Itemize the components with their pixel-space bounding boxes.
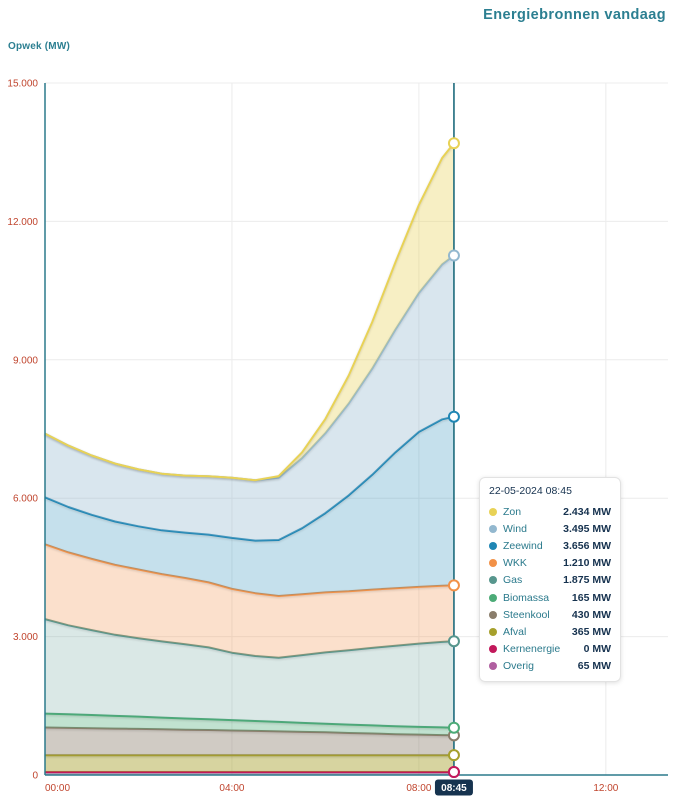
tooltip-row-afval: Afval 365 MW xyxy=(489,623,611,640)
marker-gas xyxy=(447,635,460,648)
marker-wind xyxy=(447,249,460,262)
legend-value: 1.210 MW xyxy=(563,557,611,570)
legend-name: Zon xyxy=(503,505,522,518)
legend-value: 3.656 MW xyxy=(563,539,611,552)
current-time-badge: 08:45 xyxy=(434,779,473,796)
legend-name: Overig xyxy=(503,660,534,673)
tooltip-row-wkk: WKK 1.210 MW xyxy=(489,555,611,572)
marker-zon xyxy=(447,137,460,150)
legend-dot-icon xyxy=(489,627,497,636)
area-wind xyxy=(45,255,454,541)
area-steenkool xyxy=(45,727,454,756)
legend-name: Wind xyxy=(503,522,527,535)
axes xyxy=(44,83,668,776)
legend-name: Kernenergie xyxy=(503,643,561,656)
marker-biomassa xyxy=(447,721,460,734)
current-time-markers xyxy=(447,137,460,779)
legend-dot-icon xyxy=(489,576,497,585)
tooltip-row-overig: Overig 65 MW xyxy=(489,658,611,675)
marker-wkk xyxy=(447,579,460,592)
legend-value: 2.434 MW xyxy=(563,505,611,518)
x-tick-label: 00:00 xyxy=(45,783,70,794)
area-afval xyxy=(45,755,454,772)
legend-name: Afval xyxy=(503,625,527,638)
area-zeewind xyxy=(45,416,454,596)
y-tick-label: 3.000 xyxy=(13,632,38,643)
area-zon xyxy=(45,143,454,481)
legend-name: Biomassa xyxy=(503,591,550,604)
legend-dot-icon xyxy=(489,559,497,568)
marker-kernenergie xyxy=(447,766,460,779)
x-tick-label: 04:00 xyxy=(219,783,244,794)
x-tick-label: 08:00 xyxy=(406,783,431,794)
legend-value: 365 MW xyxy=(571,625,611,638)
chart-tooltip: 22-05-2024 08:45 Zon 2.434 MW Wind 3.495 MW… xyxy=(479,477,621,682)
legend-value: 65 MW xyxy=(577,660,611,673)
tooltip-rows: Zon 2.434 MW Wind 3.495 MW Zeewind 3.656 MW WK… xyxy=(489,503,611,675)
area-biomassa xyxy=(45,713,454,736)
tooltip-row-wind: Wind 3.495 MW xyxy=(489,520,611,537)
x-tick-label: 12:00 xyxy=(593,783,618,794)
area-wkk xyxy=(45,544,454,658)
area-gas xyxy=(45,619,454,728)
legend-dot-icon xyxy=(489,507,497,516)
legend-dot-icon xyxy=(489,524,497,533)
legend-dot-icon xyxy=(489,645,497,654)
legend-name: WKK xyxy=(503,557,527,570)
line-zeewind xyxy=(44,415,455,542)
line-biomassa xyxy=(44,712,454,729)
series-areas xyxy=(44,142,455,775)
legend-name: Steenkool xyxy=(503,608,550,621)
line-gas xyxy=(44,618,454,659)
tooltip-row-kernenergie: Kernenergie 0 MW xyxy=(489,641,611,658)
legend-name: Gas xyxy=(503,574,523,587)
tooltip-row-biomassa: Biomassa 165 MW xyxy=(489,589,611,606)
gridlines xyxy=(45,82,668,775)
line-wkk xyxy=(44,543,454,597)
y-tick-label: 6.000 xyxy=(13,494,38,505)
tooltip-row-steenkool: Steenkool 430 MW xyxy=(489,606,611,623)
legend-value: 430 MW xyxy=(571,608,611,621)
marker-afval xyxy=(447,749,460,762)
legend-dot-icon xyxy=(489,541,497,550)
tooltip-timestamp: 22-05-2024 08:45 xyxy=(489,485,572,497)
legend-value: 3.495 MW xyxy=(563,522,611,535)
tooltip-row-gas: Gas 1.875 MW xyxy=(489,572,611,589)
y-axis-label: Opwek (MW) xyxy=(8,41,70,52)
y-tick-labels: 0 3.000 6.000 9.000 12.000 15.000 xyxy=(7,79,38,782)
tooltip-row-zon: Zon 2.434 MW xyxy=(489,503,611,520)
y-tick-label: 0 xyxy=(32,771,38,782)
line-zon xyxy=(44,142,455,482)
marker-zeewind xyxy=(447,410,460,423)
legend-value: 0 MW xyxy=(583,643,611,656)
legend-dot-icon xyxy=(489,593,497,602)
legend-value: 1.875 MW xyxy=(563,574,611,587)
y-tick-label: 12.000 xyxy=(7,217,38,228)
badge-label: 08:45 xyxy=(441,783,467,794)
tooltip-row-zeewind: Zeewind 3.656 MW xyxy=(489,537,611,554)
line-steenkool xyxy=(44,726,454,737)
y-tick-label: 15.000 xyxy=(7,79,38,90)
legend-dot-icon xyxy=(489,662,497,671)
legend-value: 165 MW xyxy=(571,591,611,604)
legend-dot-icon xyxy=(489,610,497,619)
page-title: Energiebronnen vandaag xyxy=(483,7,666,23)
y-tick-label: 9.000 xyxy=(13,355,38,366)
legend-name: Zeewind xyxy=(503,539,543,552)
badge-bg xyxy=(434,779,473,796)
x-tick-labels: 00:00 04:00 08:00 12:00 xyxy=(45,783,619,794)
